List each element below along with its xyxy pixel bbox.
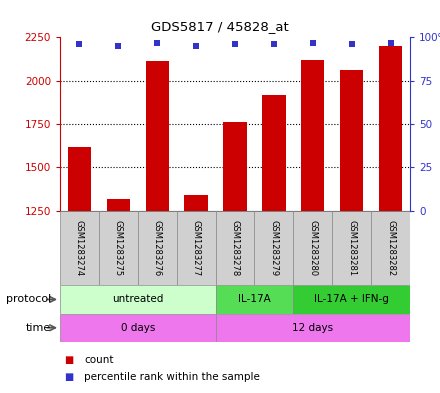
- Bar: [99, 211, 138, 285]
- Text: ■: ■: [64, 354, 73, 365]
- Bar: [332, 211, 371, 285]
- Text: IL-17A: IL-17A: [238, 294, 271, 305]
- Bar: [301, 60, 324, 211]
- Bar: [254, 211, 293, 285]
- Bar: [216, 285, 293, 314]
- Bar: [106, 198, 130, 211]
- Bar: [138, 211, 177, 285]
- Text: 0 days: 0 days: [121, 323, 155, 333]
- Bar: [216, 314, 410, 342]
- Bar: [379, 46, 402, 211]
- Text: protocol: protocol: [6, 294, 51, 305]
- Bar: [146, 61, 169, 211]
- Text: untreated: untreated: [112, 294, 164, 305]
- Text: GSM1283279: GSM1283279: [269, 220, 279, 276]
- Bar: [293, 211, 332, 285]
- Text: GSM1283281: GSM1283281: [347, 220, 356, 276]
- Text: percentile rank within the sample: percentile rank within the sample: [84, 372, 260, 382]
- Bar: [60, 314, 216, 342]
- Bar: [177, 211, 216, 285]
- Text: GSM1283277: GSM1283277: [191, 220, 201, 276]
- Bar: [216, 211, 254, 285]
- Text: IL-17A + IFN-g: IL-17A + IFN-g: [314, 294, 389, 305]
- Text: GSM1283276: GSM1283276: [153, 220, 162, 276]
- Bar: [340, 70, 363, 211]
- Text: GSM1283274: GSM1283274: [75, 220, 84, 276]
- Text: GSM1283282: GSM1283282: [386, 220, 395, 276]
- Bar: [68, 147, 91, 211]
- Bar: [60, 285, 216, 314]
- Bar: [262, 95, 286, 211]
- Bar: [224, 122, 247, 211]
- Text: GSM1283278: GSM1283278: [231, 220, 239, 276]
- Text: GSM1283280: GSM1283280: [308, 220, 317, 276]
- Text: GSM1283275: GSM1283275: [114, 220, 123, 276]
- Text: ■: ■: [64, 372, 73, 382]
- Bar: [60, 211, 99, 285]
- Bar: [293, 285, 410, 314]
- Bar: [371, 211, 410, 285]
- Text: 12 days: 12 days: [292, 323, 334, 333]
- Text: time: time: [26, 323, 51, 333]
- Bar: [184, 195, 208, 211]
- Text: GDS5817 / 45828_at: GDS5817 / 45828_at: [151, 20, 289, 33]
- Text: count: count: [84, 354, 114, 365]
